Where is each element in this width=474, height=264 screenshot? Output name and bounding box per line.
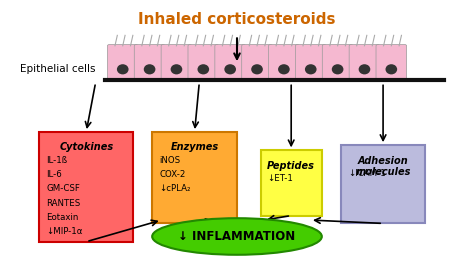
- Text: RANTES: RANTES: [46, 199, 81, 208]
- Text: IL-1ß: IL-1ß: [46, 155, 67, 164]
- Ellipse shape: [224, 64, 236, 74]
- Ellipse shape: [359, 64, 370, 74]
- Text: Inhaled corticosteroids: Inhaled corticosteroids: [138, 12, 336, 27]
- Ellipse shape: [117, 64, 128, 74]
- FancyBboxPatch shape: [349, 45, 380, 81]
- FancyBboxPatch shape: [261, 150, 322, 216]
- FancyBboxPatch shape: [322, 45, 353, 81]
- Text: Epithelial cells: Epithelial cells: [20, 64, 96, 74]
- FancyBboxPatch shape: [152, 132, 237, 223]
- Ellipse shape: [278, 64, 290, 74]
- Text: Adhesion
molecules: Adhesion molecules: [356, 155, 411, 177]
- FancyBboxPatch shape: [134, 45, 165, 81]
- Text: Cytokines: Cytokines: [59, 143, 113, 152]
- Text: GM-CSF: GM-CSF: [46, 184, 80, 193]
- Text: COX-2: COX-2: [159, 170, 186, 179]
- Ellipse shape: [198, 64, 209, 74]
- FancyBboxPatch shape: [242, 45, 273, 81]
- FancyBboxPatch shape: [341, 145, 426, 223]
- Ellipse shape: [171, 64, 182, 74]
- FancyBboxPatch shape: [108, 45, 138, 81]
- Text: ↓ICAM-1: ↓ICAM-1: [348, 169, 385, 178]
- Text: Enzymes: Enzymes: [171, 143, 219, 152]
- Text: ↓ET-1: ↓ET-1: [268, 174, 293, 183]
- Text: ↓cPLA₂: ↓cPLA₂: [159, 184, 191, 193]
- FancyBboxPatch shape: [295, 45, 326, 81]
- FancyBboxPatch shape: [39, 132, 133, 242]
- Text: Peptides: Peptides: [267, 161, 315, 171]
- Text: ↓MIP-1α: ↓MIP-1α: [46, 227, 82, 236]
- Ellipse shape: [144, 64, 155, 74]
- FancyBboxPatch shape: [161, 45, 192, 81]
- FancyBboxPatch shape: [376, 45, 407, 81]
- FancyBboxPatch shape: [269, 45, 299, 81]
- Text: ↓ INFLAMMATION: ↓ INFLAMMATION: [178, 230, 296, 243]
- Ellipse shape: [251, 64, 263, 74]
- FancyBboxPatch shape: [215, 45, 246, 81]
- Ellipse shape: [152, 218, 322, 255]
- Ellipse shape: [385, 64, 397, 74]
- Ellipse shape: [305, 64, 317, 74]
- Text: IL-6: IL-6: [46, 170, 62, 179]
- Text: Eotaxin: Eotaxin: [46, 213, 79, 222]
- FancyBboxPatch shape: [188, 45, 219, 81]
- Ellipse shape: [332, 64, 344, 74]
- Text: iNOS: iNOS: [159, 155, 181, 164]
